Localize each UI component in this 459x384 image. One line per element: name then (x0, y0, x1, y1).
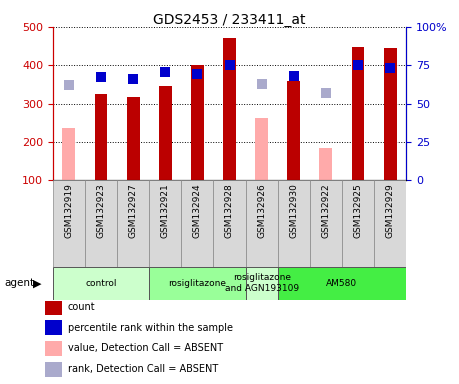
Point (354, 62, 362, 68)
Bar (45, 300, 62, 314)
Point (290, 73, 297, 79)
Text: GSM132927: GSM132927 (129, 183, 138, 238)
Text: value, Detection Call = ABSENT: value, Detection Call = ABSENT (68, 344, 223, 354)
Point (226, 62, 233, 68)
Bar (191, 65, 204, 180)
Text: AM580: AM580 (326, 279, 358, 288)
Text: rosiglitazone: rosiglitazone (168, 279, 226, 288)
Bar (352, 47, 364, 180)
Bar (45, 341, 62, 356)
Bar (287, 81, 300, 180)
Text: agent: agent (5, 278, 35, 288)
Text: count: count (68, 302, 95, 312)
Bar (384, 48, 397, 180)
Point (386, 65, 394, 71)
Point (97, 74, 105, 80)
Bar (85, 180, 117, 267)
Bar (278, 180, 310, 267)
Bar (246, 267, 278, 300)
Text: GSM132928: GSM132928 (225, 183, 234, 238)
Text: percentile rank within the sample: percentile rank within the sample (68, 323, 233, 333)
Text: GSM132923: GSM132923 (96, 183, 106, 238)
Bar (181, 180, 213, 267)
Bar (213, 180, 246, 267)
Text: GSM132930: GSM132930 (289, 183, 298, 238)
Text: GSM132924: GSM132924 (193, 183, 202, 238)
Text: GSM132921: GSM132921 (161, 183, 170, 238)
Bar (149, 180, 181, 267)
Point (65, 82, 73, 88)
Text: control: control (85, 279, 117, 288)
Bar (149, 267, 246, 300)
Text: GDS2453 / 233411_at: GDS2453 / 233411_at (153, 13, 306, 27)
Point (194, 71, 201, 77)
Bar (117, 180, 149, 267)
Bar (319, 148, 332, 180)
Text: GSM132926: GSM132926 (257, 183, 266, 238)
Point (258, 81, 265, 87)
Bar (53, 267, 149, 300)
Text: GSM132929: GSM132929 (386, 183, 395, 238)
Bar (342, 180, 374, 267)
Text: rosiglitazone
and AGN193109: rosiglitazone and AGN193109 (224, 273, 299, 293)
Bar (127, 97, 140, 180)
Bar (45, 320, 62, 335)
Text: ▶: ▶ (33, 278, 42, 288)
Bar (246, 180, 278, 267)
Point (162, 69, 169, 75)
Text: GSM132919: GSM132919 (64, 183, 73, 238)
Text: GSM132922: GSM132922 (321, 183, 330, 238)
Bar (255, 118, 268, 180)
Bar (95, 94, 107, 180)
Bar (278, 267, 406, 300)
Bar (374, 180, 406, 267)
Bar (62, 128, 75, 180)
Text: rank, Detection Call = ABSENT: rank, Detection Call = ABSENT (68, 364, 218, 374)
Point (129, 76, 137, 83)
Point (322, 90, 330, 96)
Bar (45, 362, 62, 377)
Bar (310, 180, 342, 267)
Bar (159, 86, 172, 180)
Bar (53, 180, 85, 267)
Text: GSM132925: GSM132925 (353, 183, 363, 238)
Bar (223, 38, 236, 180)
